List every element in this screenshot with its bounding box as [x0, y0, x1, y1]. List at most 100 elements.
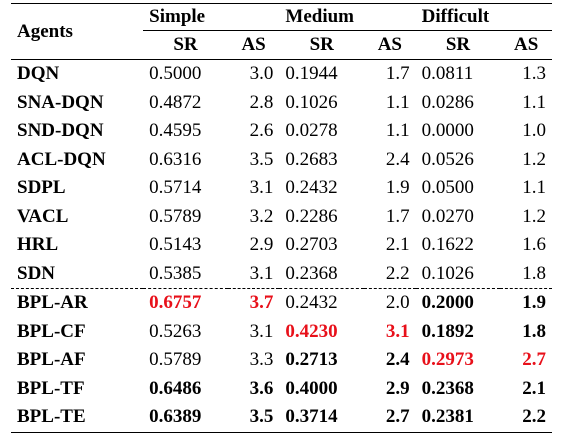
table-row: SDPL 0.5714 3.1 0.2432 1.9 0.0500 1.1 [11, 174, 552, 203]
cell-value-bold: 0.1892 [421, 320, 474, 342]
agent-name: VACL [17, 205, 69, 227]
cell-value: 3.5 [249, 148, 274, 170]
cell-value-best: 0.4230 [285, 320, 338, 342]
table-row: SDN 0.5385 3.1 0.2368 2.2 0.1026 1.8 [11, 260, 552, 289]
table-row: BPL-AF 0.5789 3.3 0.2713 2.4 0.2973 2.7 [11, 346, 552, 375]
header-row-metrics: SR AS SR AS SR AS [11, 30, 552, 60]
cell-value: 0.0526 [421, 148, 474, 170]
table-row: DQN 0.5000 3.0 0.1944 1.7 0.0811 1.3 [11, 60, 552, 89]
table-row: SNA-DQN 0.4872 2.8 0.1026 1.1 0.0286 1.1 [11, 89, 552, 118]
cell-value-bold: 1.8 [522, 320, 546, 342]
agent-name: ACL-DQN [17, 148, 106, 170]
agent-name: SNA-DQN [17, 91, 104, 113]
cell-value: 0.0500 [421, 177, 474, 199]
cell-value: 2.9 [249, 234, 274, 256]
cell-value-best: 3.7 [227, 288, 280, 318]
group-header-difficult: Difficult [415, 3, 552, 31]
cell-value: 0.4872 [149, 91, 202, 113]
header-row-groups: Agents Simple Medium Difficult [11, 3, 552, 60]
table-row: HRL 0.5143 2.9 0.2703 2.1 0.1622 1.6 [11, 231, 552, 260]
sub-header-sr: SR [415, 30, 501, 60]
cell-value: 3.3 [249, 349, 274, 371]
cell-value: 1.1 [385, 120, 410, 142]
cell-value: 3.1 [249, 177, 274, 199]
sub-header-as: AS [227, 30, 280, 60]
cell-value: 0.5789 [149, 349, 202, 371]
cell-value: 0.5000 [149, 63, 202, 85]
cell-value-bold: 0.2000 [415, 288, 501, 318]
cell-value: 0.0811 [421, 63, 474, 85]
cell-value-best: 2.7 [522, 349, 546, 371]
cell-value: 0.5789 [149, 205, 202, 227]
cell-value: 0.1944 [285, 63, 338, 85]
sub-header-as: AS [500, 30, 552, 60]
cell-value: 0.0270 [421, 205, 474, 227]
cell-value: 2.2 [385, 262, 410, 284]
cell-value: 0.1026 [421, 262, 474, 284]
cell-value: 0.4595 [149, 120, 202, 142]
cell-value: 2.4 [385, 148, 410, 170]
cell-value-bold: 0.3714 [279, 403, 365, 433]
cell-value: 0.1622 [421, 234, 474, 256]
group-header-medium: Medium [279, 3, 416, 31]
group-header-simple: Simple [143, 3, 280, 31]
cell-value: 3.1 [249, 262, 274, 284]
cell-value: 1.9 [385, 177, 410, 199]
agent-name: SDN [17, 262, 56, 284]
sub-header-sr: SR [279, 30, 365, 60]
cell-value: 0.0286 [421, 91, 474, 113]
cell-value: 2.0 [364, 288, 416, 318]
cell-value: 1.2 [522, 148, 546, 170]
cell-value-best: 0.2973 [421, 349, 474, 371]
cell-value: 0.5714 [149, 177, 202, 199]
cell-value-bold: 2.7 [364, 403, 416, 433]
cell-value: 2.6 [249, 120, 274, 142]
cell-value: 1.1 [522, 91, 546, 113]
agent-name: DQN [17, 63, 60, 85]
agent-name: SDPL [17, 177, 66, 199]
cell-value: 0.2432 [279, 288, 365, 318]
cell-value: 2.1 [385, 234, 410, 256]
cell-value: 1.0 [522, 120, 546, 142]
cell-value: 0.2368 [285, 262, 338, 284]
cell-value-bold: 2.1 [522, 377, 546, 399]
cell-value-bold: 2.9 [385, 377, 410, 399]
cell-value-bold: 0.4000 [285, 377, 338, 399]
cell-value: 3.1 [249, 320, 274, 342]
cell-value: 3.2 [249, 205, 274, 227]
cell-value: 1.1 [385, 91, 410, 113]
cell-value: 2.8 [249, 91, 274, 113]
cell-value-bold: 0.2381 [415, 403, 501, 433]
agent-name: BPL-CF [17, 320, 86, 342]
table-row: BPL-AR 0.6757 3.7 0.2432 2.0 0.2000 1.9 [11, 288, 552, 318]
cell-value-bold: 2.4 [385, 349, 410, 371]
table-row: ACL-DQN 0.6316 3.5 0.2683 2.4 0.0526 1.2 [11, 146, 552, 175]
cell-value-best: 3.1 [385, 320, 410, 342]
cell-value-bold: 0.2713 [285, 349, 338, 371]
agent-name: BPL-AF [17, 349, 86, 371]
table-row: VACL 0.5789 3.2 0.2286 1.7 0.0270 1.2 [11, 203, 552, 232]
agent-name: HRL [17, 234, 59, 256]
cell-value: 0.1026 [285, 91, 338, 113]
cell-value: 0.6316 [149, 148, 202, 170]
cell-value-bold: 1.9 [500, 288, 552, 318]
cell-value: 0.2432 [285, 177, 338, 199]
agent-name: SND-DQN [17, 120, 104, 142]
cell-value: 0.5263 [149, 320, 202, 342]
cell-value: 1.1 [522, 177, 546, 199]
cell-value: 0.0278 [285, 120, 338, 142]
table-body: DQN 0.5000 3.0 0.1944 1.7 0.0811 1.3 SNA… [11, 60, 552, 433]
cell-value: 1.8 [522, 262, 546, 284]
table-row: SND-DQN 0.4595 2.6 0.0278 1.1 0.0000 1.0 [11, 117, 552, 146]
table-row: BPL-TF 0.6486 3.6 0.4000 2.9 0.2368 2.1 [11, 375, 552, 404]
cell-value-bold: 0.2368 [421, 377, 474, 399]
cell-value: 0.0000 [421, 120, 474, 142]
cell-value-bold: 2.2 [500, 403, 552, 433]
table-row: BPL-TE 0.6389 3.5 0.3714 2.7 0.2381 2.2 [11, 403, 552, 433]
cell-value: 1.2 [522, 205, 546, 227]
cell-value: 0.2683 [285, 148, 338, 170]
cell-value: 0.2286 [285, 205, 338, 227]
sub-header-as: AS [364, 30, 416, 60]
results-table: Agents Simple Medium Difficult SR AS SR … [11, 3, 552, 433]
cell-value: 1.7 [385, 205, 410, 227]
